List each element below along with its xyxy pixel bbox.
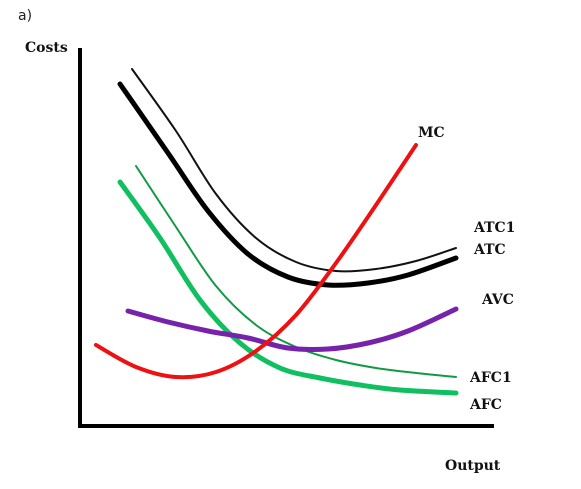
label-atc1: ATC1: [473, 220, 515, 236]
curve-labels-layer: MC ATC1 ATC AVC AFC1 AFC: [418, 125, 515, 413]
label-afc1: AFC1: [469, 370, 512, 386]
label-atc: ATC: [473, 242, 506, 258]
x-axis-title: Output: [445, 458, 501, 474]
label-avc: AVC: [481, 292, 514, 308]
curve-avc: [125, 306, 459, 353]
curve-mc: [94, 143, 418, 380]
curve-atc: [117, 81, 459, 288]
curves-layer: [94, 68, 459, 396]
panel-label: a): [18, 8, 32, 24]
curve-atc1: [131, 68, 457, 273]
curve-afc: [117, 179, 459, 396]
label-afc: AFC: [469, 397, 502, 413]
y-axis-title: Costs: [25, 40, 68, 56]
label-mc: MC: [418, 125, 445, 141]
